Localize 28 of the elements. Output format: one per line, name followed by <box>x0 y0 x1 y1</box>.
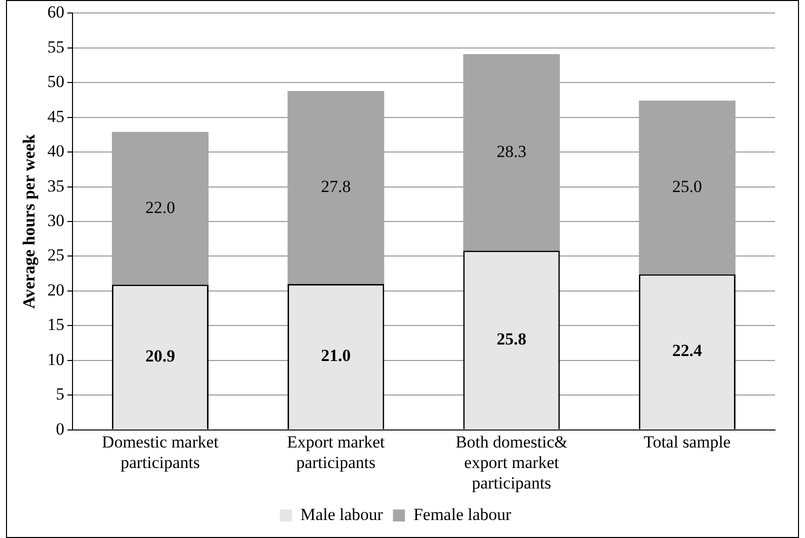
y-tick-label: 50 <box>47 72 64 92</box>
x-tick-label: Export market participants <box>287 432 386 472</box>
y-tick-label: 20 <box>47 280 64 300</box>
y-tick-label: 10 <box>47 350 64 369</box>
y-tick-label: 15 <box>47 315 64 334</box>
x-tick-label: Domestic market participants <box>102 432 219 472</box>
y-tick-label: 55 <box>47 37 64 56</box>
data-label: 22.0 <box>145 198 176 217</box>
data-label: 21.0 <box>321 346 351 366</box>
x-tick-label: Both domestic& export market participants <box>456 432 568 492</box>
data-label: 22.4 <box>672 341 703 360</box>
legend-label: Female labour <box>413 504 512 524</box>
y-tick-label: 40 <box>47 142 64 161</box>
legend-label: Male labour <box>300 504 384 524</box>
y-tick-label: 25 <box>47 246 64 265</box>
y-axis-title: Average hours per week <box>20 134 39 309</box>
data-label: 27.8 <box>321 176 351 196</box>
data-label: 25.8 <box>496 329 526 348</box>
y-tick-label: 35 <box>47 176 64 196</box>
y-tick-label: 45 <box>47 106 64 126</box>
data-label: 20.9 <box>145 346 176 366</box>
y-tick-label: 60 <box>47 2 64 22</box>
y-tick-label: 30 <box>47 210 64 230</box>
x-tick-label: Total sample <box>644 432 731 452</box>
data-label: 28.3 <box>496 142 526 161</box>
y-tick-label: 5 <box>56 384 64 404</box>
data-label: 25.0 <box>672 176 702 196</box>
y-tick-label: 0 <box>56 419 64 438</box>
